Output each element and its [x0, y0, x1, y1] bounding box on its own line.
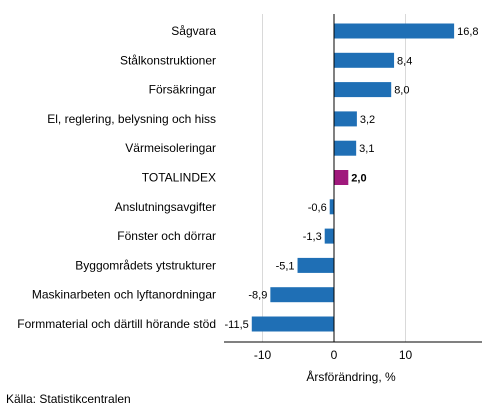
x-tick-label-1: 0	[331, 348, 338, 362]
category-label-4: Värmeisoleringar	[125, 141, 216, 155]
x-tick-label-0: -10	[254, 348, 272, 362]
value-label-9: -8,9	[248, 290, 267, 302]
value-label-4: 3,1	[359, 143, 374, 155]
category-label-0: Sågvara	[171, 24, 216, 38]
x-axis-title: Årsförändring, %	[306, 369, 396, 384]
source-note: Källa: Statistikcentralen	[6, 392, 131, 406]
bar-10	[251, 316, 334, 332]
category-label-2: Försäkringar	[149, 83, 216, 97]
bar-1	[334, 52, 395, 68]
bar-2	[334, 82, 392, 98]
bar-3	[334, 111, 357, 127]
value-label-7: -1,3	[303, 231, 322, 243]
bar-9	[270, 287, 334, 303]
x-tick-label-2: 10	[399, 348, 413, 362]
value-label-6: -0,6	[308, 202, 327, 214]
bar-6	[329, 199, 334, 215]
value-label-10: -11,5	[225, 319, 249, 331]
value-label-1: 8,4	[397, 55, 412, 67]
category-label-3: El, reglering, belysning och hiss	[47, 112, 216, 126]
category-label-10: Formmaterial och därtill hörande stöd	[17, 317, 216, 331]
bar-7	[324, 228, 334, 244]
category-label-8: Byggområdets ytstrukturer	[75, 258, 216, 272]
value-label-8: -5,1	[276, 260, 295, 272]
category-label-5: TOTALINDEX	[142, 171, 216, 185]
category-label-9: Maskinarbeten och lyftanordningar	[32, 288, 216, 302]
bar-0	[334, 23, 455, 39]
value-label-3: 3,2	[360, 114, 375, 126]
category-label-7: Fönster och dörrar	[117, 229, 216, 243]
bar-5	[334, 170, 349, 185]
value-label-2: 8,0	[394, 85, 409, 97]
bar-8	[297, 257, 334, 273]
category-label-6: Anslutningsavgifter	[115, 200, 216, 214]
value-label-5: 2,0	[351, 173, 366, 185]
value-label-0: 16,8	[457, 26, 478, 38]
bar-4	[334, 140, 357, 156]
category-label-1: Stålkonstruktioner	[120, 53, 216, 67]
